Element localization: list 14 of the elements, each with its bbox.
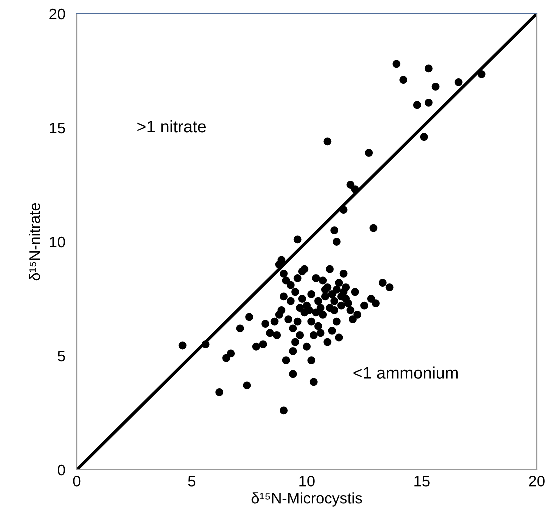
- y-tick-label: 10: [50, 236, 66, 248]
- x-tick-label: 0: [73, 476, 81, 487]
- y-tick-label: 0: [58, 464, 66, 476]
- x-tick-label: 10: [300, 476, 315, 487]
- annotation: >1 nitrate: [138, 120, 206, 133]
- y-tick-label: 20: [50, 8, 66, 20]
- y-axis-title: δ¹⁵N-nitrate: [29, 203, 40, 281]
- annotation: <1 ammonium: [354, 366, 458, 379]
- x-axis-title: δ¹⁵N-Microcystis: [252, 492, 362, 507]
- x-tick-label: 15: [414, 476, 430, 487]
- y-tick-label: 15: [50, 123, 66, 134]
- x-tick-label: 5: [188, 476, 196, 487]
- y-tick-label: 5: [58, 351, 66, 362]
- x-tick-label: 20: [529, 476, 545, 487]
